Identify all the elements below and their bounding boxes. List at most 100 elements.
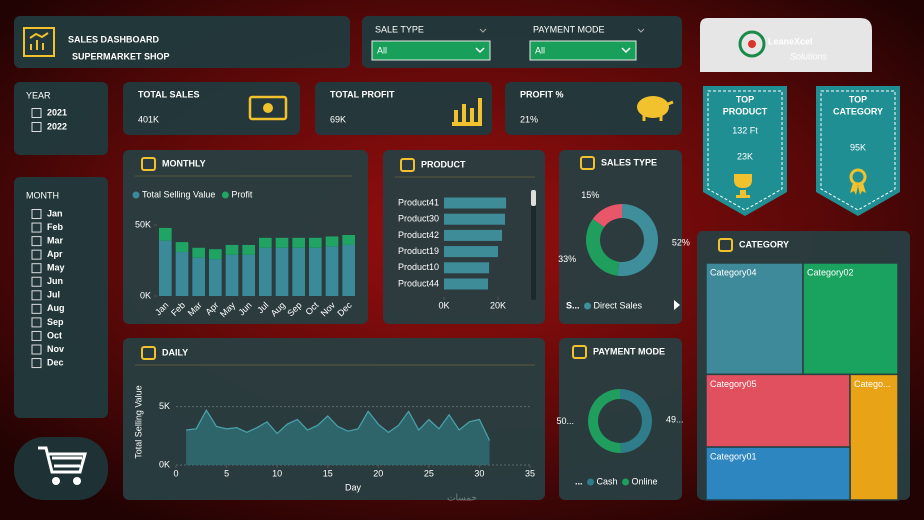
legend-label: Profit: [231, 189, 253, 199]
scrollbar-thumb[interactable]: [531, 190, 536, 206]
filter-value: All: [535, 45, 545, 55]
treemap-cell: [705, 262, 804, 376]
section-icon: [141, 346, 156, 360]
x-tick-label: 5: [224, 468, 229, 478]
area-shade: [186, 410, 490, 465]
bar-segment: [175, 242, 189, 253]
trophy-icon: [734, 174, 752, 198]
slicer-checkbox[interactable]: [31, 344, 42, 355]
slicer-checkbox[interactable]: [31, 209, 42, 219]
y-tick-label: Product42: [398, 230, 439, 240]
panel: [14, 16, 350, 68]
top-card-label: CATEGORY: [833, 106, 883, 116]
x-axis-label: Day: [345, 482, 362, 492]
slicer-item: Jun: [47, 276, 63, 286]
bar-segment: [292, 247, 305, 296]
slicer-item: 2021: [47, 107, 67, 117]
slicer-item: Mar: [47, 235, 64, 245]
legend-title: ...: [575, 476, 583, 486]
legend-label: Cash: [597, 476, 618, 486]
filter-dropdown[interactable]: [371, 40, 491, 61]
section-icon: [400, 158, 415, 172]
legend-swatch: [584, 302, 592, 310]
slicer-checkbox[interactable]: [31, 358, 42, 369]
slicer-checkbox[interactable]: [31, 263, 42, 274]
x-tick-label: 20: [373, 468, 383, 478]
kpi-label: PROFIT %: [520, 89, 564, 99]
treemap-label: Category01: [710, 451, 757, 461]
section-icon: [580, 156, 595, 170]
logo-tagline: Solutions: [790, 51, 828, 61]
bar: [444, 213, 506, 225]
bar-segment: [309, 247, 322, 296]
legend-next-arrow[interactable]: [674, 300, 680, 310]
slicer-item: Dec: [47, 357, 64, 367]
x-tick-label: 30: [474, 468, 484, 478]
chart-title: PAYMENT MODE: [593, 346, 665, 356]
dashboard-title: SALES DASHBOARD: [68, 34, 160, 44]
x-tick-label: 10: [272, 468, 282, 478]
filter-dropdown[interactable]: [529, 40, 637, 61]
top-card-value: 23K: [737, 151, 753, 161]
logo-icon-center: [748, 40, 756, 48]
panel: [505, 82, 682, 135]
x-tick-label: 35: [525, 468, 535, 478]
top-card-label: TOP: [849, 94, 867, 104]
y-tick-label: 0K: [159, 459, 170, 469]
slicer-item: Jan: [47, 208, 63, 218]
bar: [444, 197, 507, 209]
bar-segment: [159, 227, 172, 241]
slicer-checkbox[interactable]: [31, 122, 42, 132]
kpi-label: TOTAL PROFIT: [330, 89, 395, 99]
bar-segment: [192, 247, 205, 258]
cart-button[interactable]: [14, 437, 108, 500]
slicer-checkbox[interactable]: [31, 236, 42, 247]
slicer-item: Nov: [47, 344, 64, 354]
slicer-checkbox[interactable]: [31, 330, 42, 341]
slicer-checkbox[interactable]: [31, 108, 42, 118]
data-label: 50...: [556, 416, 574, 426]
bar-segment: [275, 237, 289, 248]
slicer-item: 2022: [47, 121, 67, 131]
bar-segment: [325, 246, 339, 296]
slicer-checkbox[interactable]: [31, 290, 42, 301]
slicer-checkbox[interactable]: [31, 276, 42, 287]
y-tick-label: Product10: [398, 262, 439, 272]
y-tick-label: 50K: [135, 219, 151, 229]
slicer-checkbox[interactable]: [31, 317, 42, 328]
top-card-label: PRODUCT: [723, 106, 768, 116]
slicer-checkbox[interactable]: [31, 249, 42, 260]
bar: [444, 246, 498, 258]
donut-slice: [592, 204, 622, 228]
y-tick-label: Product30: [398, 214, 439, 224]
bar-segment: [159, 240, 172, 296]
x-tick-label: 0: [173, 468, 178, 478]
logo-icon: [738, 30, 766, 58]
chart-title: MONTHLY: [162, 158, 206, 168]
data-label: 15%: [581, 190, 599, 200]
bar-segment: [209, 249, 222, 260]
bar-segment: [292, 237, 305, 248]
pennant-border: [707, 90, 783, 211]
slicer-item: Jul: [47, 290, 60, 300]
bar-segment: [242, 254, 255, 296]
y-axis-label: Total Selling Value: [133, 385, 143, 458]
slicer-checkbox[interactable]: [31, 303, 42, 314]
panel: [559, 338, 682, 500]
slicer-checkbox[interactable]: [31, 222, 42, 233]
bar: [444, 262, 490, 274]
kpi-icon: [637, 96, 669, 118]
header-icon: [23, 27, 55, 57]
scrollbar-track[interactable]: [531, 190, 536, 300]
bar-segment: [309, 237, 322, 248]
kpi-value: 69K: [330, 114, 346, 124]
legend-swatch: [587, 478, 595, 486]
y-tick-label: Product41: [398, 197, 439, 207]
panel: [559, 150, 682, 324]
filter-value: All: [377, 45, 387, 55]
kpi-icon: [642, 100, 674, 121]
donut-slice: [617, 204, 658, 276]
x-tick-label: 15: [323, 468, 333, 478]
top-card-label: TOP: [736, 94, 754, 104]
